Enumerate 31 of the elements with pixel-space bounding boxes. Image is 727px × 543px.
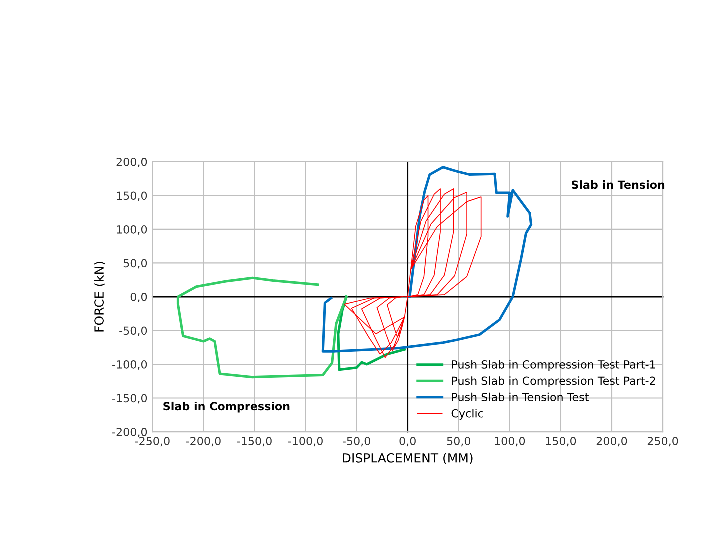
y-tick-label: -150,0: [112, 394, 148, 404]
x-tick-label: -150,0: [237, 437, 272, 447]
y-tick-label: -100,0: [112, 360, 148, 370]
x-tick-label: -200,0: [186, 437, 221, 447]
x-tick-label: 50,0: [447, 437, 471, 447]
annotation: Slab in Tension: [572, 180, 665, 190]
y-tick-label: 200,0: [116, 158, 148, 168]
line-series: [344, 188, 482, 358]
x-tick-label: 0,0: [400, 437, 416, 447]
legend-label: Push Slab in Compression Test Part-1: [452, 360, 656, 372]
y-tick-label: 150,0: [117, 192, 148, 202]
legend-label: Cyclic: [452, 409, 484, 420]
legend-label: Push Slab in Compression Test Part-2: [452, 376, 656, 388]
x-tick-label: 200,0: [596, 437, 628, 447]
x-tick-label: 150,0: [546, 437, 576, 447]
x-tick-label: 100,0: [495, 437, 526, 447]
x-axis-title: DISPLACEMENT (MM): [343, 453, 473, 464]
x-tick-label: -50,0: [342, 437, 370, 447]
x-tick-label: -100,0: [288, 437, 323, 447]
x-tick-label: 250,0: [648, 437, 678, 447]
y-tick-label: -200,0: [112, 428, 148, 438]
legend-label: Push Slab in Tension Test: [452, 392, 589, 402]
line-series: [176, 276, 348, 379]
y-tick-label: 0,0: [130, 292, 148, 303]
y-tick-label: -50,0: [120, 326, 148, 336]
y-tick-label: 50,0: [124, 259, 148, 269]
x-tick-label: -250,0: [135, 437, 170, 447]
annotation: Slab in Compression: [164, 402, 290, 413]
line-series: [322, 166, 533, 353]
y-tick-label: 100,0: [117, 225, 148, 235]
y-axis-title: FORCE (kN): [94, 262, 106, 332]
